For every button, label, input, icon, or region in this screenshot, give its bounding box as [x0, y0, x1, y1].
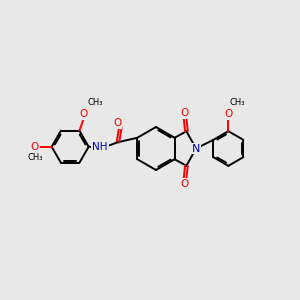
Text: O: O [31, 142, 39, 152]
Text: CH₃: CH₃ [88, 98, 103, 107]
Text: CH₃: CH₃ [27, 153, 43, 162]
Text: NH: NH [92, 142, 108, 152]
Text: N: N [192, 143, 200, 154]
Text: CH₃: CH₃ [230, 98, 245, 107]
Text: O: O [181, 108, 189, 118]
Text: O: O [181, 179, 189, 189]
Text: O: O [224, 110, 232, 119]
Text: O: O [113, 118, 122, 128]
Text: O: O [80, 109, 88, 119]
